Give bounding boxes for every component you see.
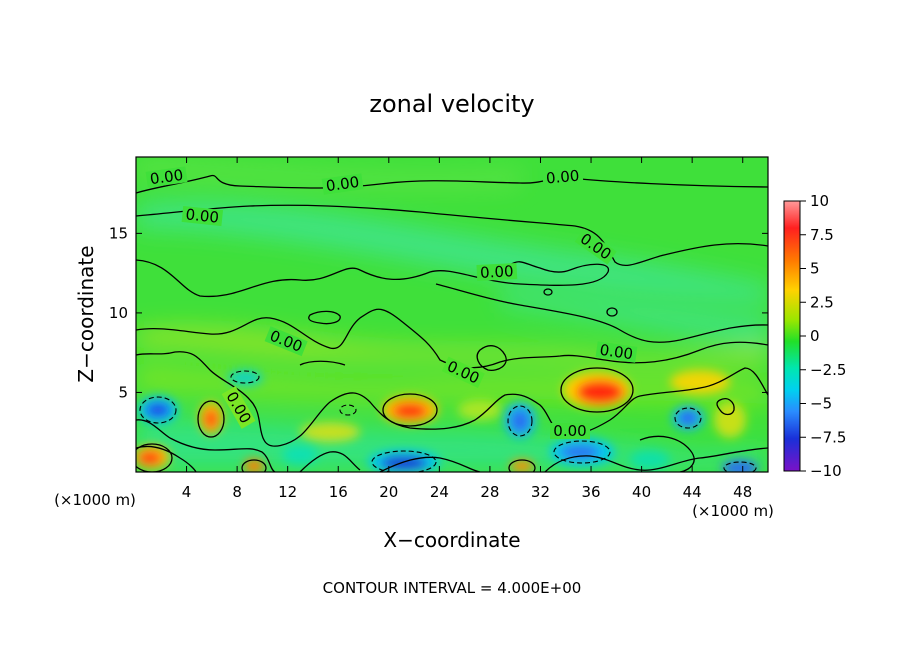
contour-label: 0.00 — [545, 167, 580, 188]
negative-contours — [139, 370, 757, 472]
x-tick-label: 12 — [278, 483, 297, 501]
x-tick-label: 48 — [733, 483, 752, 501]
x-tick-label: 4 — [182, 483, 192, 501]
warm-features — [136, 370, 746, 472]
colorbar-tick-label: −5 — [810, 395, 832, 413]
colorbar: 10 7.5 5 2.5 0 −2.5 −5 −7.5 −10 — [783, 192, 846, 480]
y-tick-label: 15 — [109, 224, 128, 242]
x-axis-label: X−coordinate — [383, 528, 520, 552]
colorbar-tick-label: 10 — [810, 192, 829, 210]
x-unit-left: (×1000 m) — [54, 491, 136, 509]
colorbar-tick-label: 7.5 — [810, 226, 834, 244]
contour-lines — [136, 174, 768, 472]
colorbar-tick-label: 5 — [810, 260, 820, 278]
x-unit-right: (×1000 m) — [692, 502, 774, 520]
x-tick-label: 28 — [480, 483, 499, 501]
colorbar-tick-label: −7.5 — [810, 428, 846, 446]
colorbar-tick-label: 0 — [810, 327, 820, 345]
x-tick-label: 16 — [329, 483, 348, 501]
y-axis-label: Z−coordinate — [74, 245, 98, 382]
contour-label: 0.00 — [149, 166, 185, 188]
x-axis: 4 8 12 16 20 24 28 32 36 40 44 48 — [182, 157, 752, 501]
x-tick-label: 24 — [430, 483, 449, 501]
x-tick-label: 44 — [683, 483, 702, 501]
x-tick-label: 40 — [632, 483, 651, 501]
contour-label: 0.00 — [480, 262, 514, 282]
colorbar-tick-label: −10 — [810, 462, 842, 480]
y-tick-label: 10 — [109, 304, 128, 322]
x-tick-label: 36 — [581, 483, 600, 501]
contour-label: 0.00 — [325, 173, 361, 195]
colorbar-ticks: 10 7.5 5 2.5 0 −2.5 −5 −7.5 −10 — [800, 192, 846, 480]
plot-frame — [135, 156, 769, 473]
contour-label: 0.00 — [185, 205, 220, 226]
x-tick-label: 32 — [531, 483, 550, 501]
x-tick-label: 8 — [232, 483, 242, 501]
contour-interval-note: CONTOUR INTERVAL = 4.000E+00 — [323, 579, 582, 597]
x-tick-label: 20 — [379, 483, 398, 501]
y-tick-label: 5 — [118, 383, 128, 401]
y-axis: 5 10 15 — [109, 224, 768, 401]
colorbar-gradient — [783, 200, 801, 472]
contour-label: 0.00 — [599, 341, 635, 363]
colorbar-tick-label: 2.5 — [810, 293, 834, 311]
contour-label: 0.00 — [553, 422, 586, 440]
chart-title: zonal velocity — [369, 90, 534, 118]
colorbar-tick-label: −2.5 — [810, 361, 846, 379]
